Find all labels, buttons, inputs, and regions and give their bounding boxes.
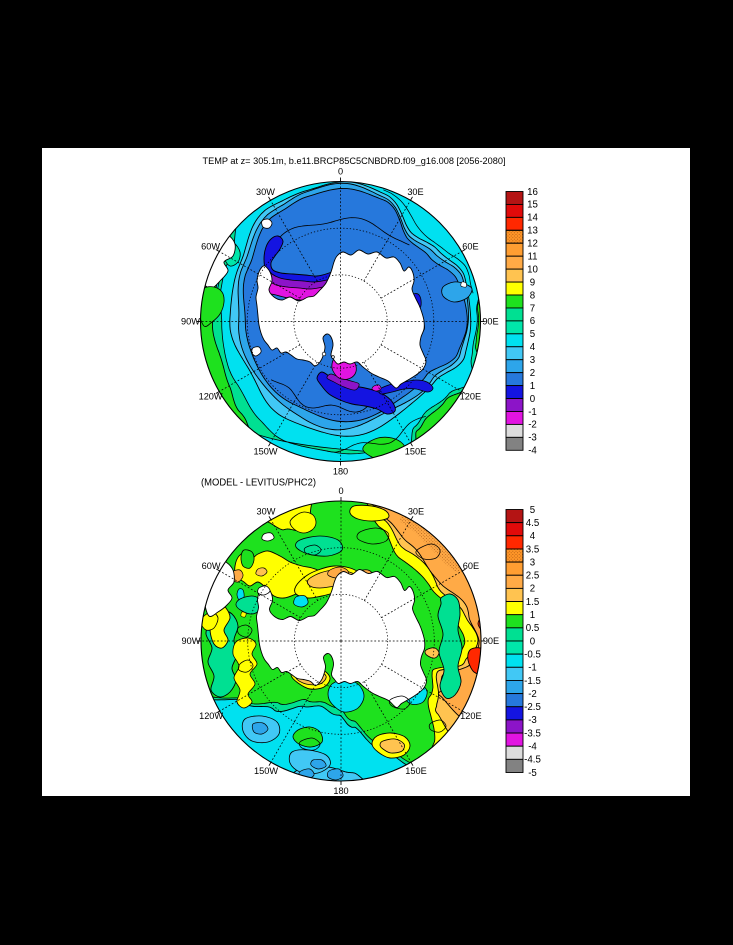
svg-text:6: 6: [530, 316, 535, 327]
svg-text:1.5: 1.5: [526, 597, 539, 608]
svg-text:-5: -5: [528, 768, 537, 779]
svg-text:120W: 120W: [199, 392, 223, 402]
svg-text:150E: 150E: [405, 766, 426, 776]
svg-text:3.5: 3.5: [526, 544, 539, 555]
svg-text:30W: 30W: [256, 187, 275, 197]
svg-text:-3.5: -3.5: [524, 728, 541, 739]
svg-text:60W: 60W: [202, 561, 221, 571]
svg-text:90E: 90E: [482, 317, 498, 327]
svg-text:120E: 120E: [460, 711, 481, 721]
svg-text:11: 11: [527, 252, 537, 263]
svg-text:-2: -2: [528, 689, 537, 700]
svg-text:60E: 60E: [463, 561, 479, 571]
svg-text:5: 5: [530, 505, 535, 516]
svg-text:4: 4: [530, 531, 536, 542]
svg-text:15: 15: [527, 200, 538, 211]
svg-text:4: 4: [530, 342, 536, 353]
svg-text:2: 2: [530, 368, 535, 379]
svg-text:90W: 90W: [182, 636, 201, 646]
svg-text:-4: -4: [528, 446, 537, 457]
svg-text:90W: 90W: [181, 317, 200, 327]
svg-text:3: 3: [530, 557, 535, 568]
svg-text:0.5: 0.5: [526, 623, 539, 634]
svg-text:9: 9: [530, 277, 535, 288]
svg-text:0: 0: [338, 486, 343, 496]
svg-text:180: 180: [333, 786, 348, 796]
svg-text:2: 2: [530, 584, 535, 595]
svg-text:-0.5: -0.5: [524, 649, 541, 660]
svg-text:120E: 120E: [460, 392, 481, 402]
svg-text:150W: 150W: [253, 447, 277, 457]
svg-text:13: 13: [527, 226, 538, 237]
svg-text:1: 1: [530, 381, 535, 392]
svg-text:12: 12: [527, 239, 538, 250]
svg-text:30W: 30W: [257, 506, 276, 516]
svg-text:90E: 90E: [483, 636, 499, 646]
svg-text:0: 0: [530, 394, 536, 405]
svg-text:TEMP at z= 305.1m, b.e11.BRCP8: TEMP at z= 305.1m, b.e11.BRCP85C5CNBDRD.…: [203, 155, 506, 166]
svg-text:30E: 30E: [407, 187, 423, 197]
svg-text:0: 0: [530, 636, 536, 647]
svg-text:2.5: 2.5: [526, 571, 539, 582]
svg-text:-4: -4: [528, 742, 537, 753]
svg-text:150E: 150E: [405, 447, 426, 457]
svg-text:1: 1: [530, 610, 535, 621]
svg-text:3: 3: [530, 355, 535, 366]
svg-text:-4.5: -4.5: [524, 755, 541, 766]
svg-text:-2.5: -2.5: [524, 702, 541, 713]
svg-text:180: 180: [333, 467, 348, 477]
svg-text:-1: -1: [528, 407, 537, 418]
svg-text:30E: 30E: [408, 506, 424, 516]
svg-text:4.5: 4.5: [526, 518, 539, 529]
svg-text:60E: 60E: [462, 242, 478, 252]
svg-text:16: 16: [527, 187, 538, 198]
svg-text:7: 7: [530, 303, 535, 314]
svg-text:120W: 120W: [199, 711, 223, 721]
svg-text:(MODEL - LEVITUS/PHC2): (MODEL - LEVITUS/PHC2): [201, 478, 316, 489]
svg-text:8: 8: [530, 290, 535, 301]
svg-text:60W: 60W: [201, 242, 220, 252]
svg-text:-2: -2: [528, 420, 537, 431]
svg-text:5: 5: [530, 329, 535, 340]
svg-text:10: 10: [527, 264, 538, 275]
svg-text:-1.5: -1.5: [524, 676, 541, 687]
svg-text:-3: -3: [528, 715, 537, 726]
svg-text:150W: 150W: [254, 766, 278, 776]
svg-text:-1: -1: [528, 663, 537, 674]
svg-text:-3: -3: [528, 433, 537, 444]
svg-text:0: 0: [338, 167, 343, 177]
svg-text:14: 14: [527, 213, 538, 224]
